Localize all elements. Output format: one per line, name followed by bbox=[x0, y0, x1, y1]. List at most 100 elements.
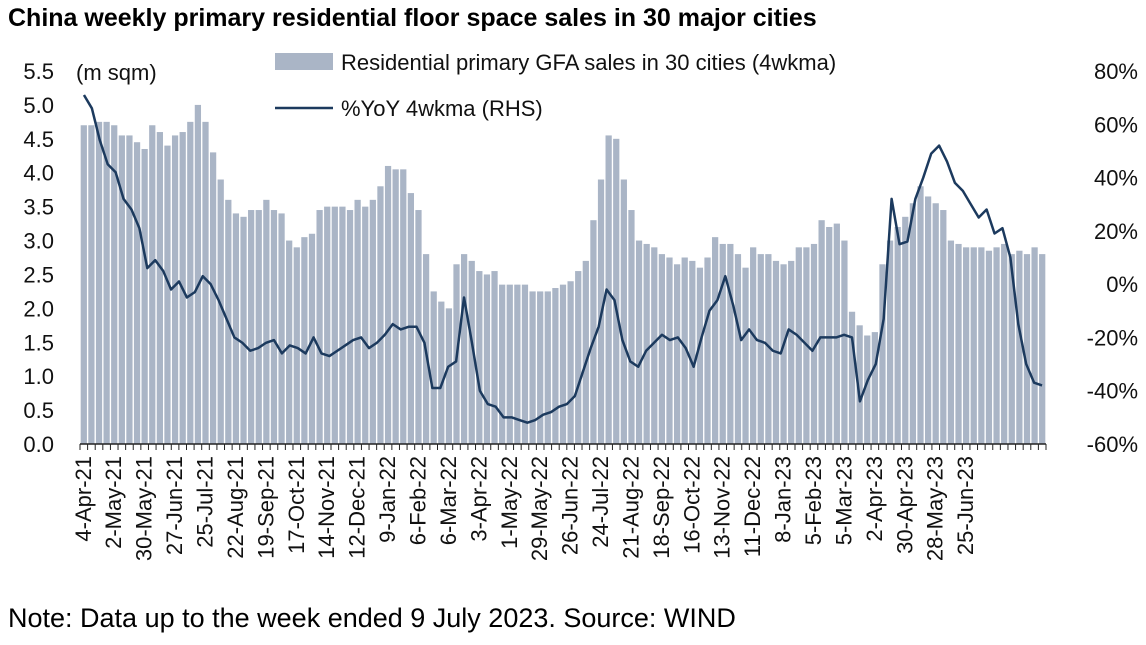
bar bbox=[248, 210, 255, 444]
y-tick-label: 2.5 bbox=[23, 263, 54, 288]
bar bbox=[339, 206, 346, 444]
bar bbox=[133, 142, 141, 444]
x-tick-label: 8-Jan-23 bbox=[771, 456, 796, 543]
x-tick-label: 1-May-22 bbox=[497, 456, 522, 549]
bar bbox=[841, 240, 848, 444]
y2-tick-label: 0% bbox=[1106, 272, 1138, 297]
bar bbox=[331, 206, 338, 444]
y2-tick-label: 80% bbox=[1094, 59, 1138, 84]
bar bbox=[270, 210, 278, 444]
bar bbox=[818, 220, 825, 444]
x-tick-label: 17-Oct-21 bbox=[284, 456, 309, 554]
bar bbox=[118, 135, 125, 444]
bar bbox=[149, 125, 156, 444]
y2-tick-label: 60% bbox=[1094, 112, 1138, 137]
y-tick-label: 1.0 bbox=[23, 364, 54, 389]
x-tick-label: 14-Nov-21 bbox=[314, 456, 339, 559]
bar bbox=[324, 206, 331, 444]
y-tick-label: 5.0 bbox=[23, 93, 54, 118]
bar bbox=[1008, 254, 1015, 444]
bar bbox=[826, 226, 833, 444]
x-tick-label: 24-Jul-22 bbox=[588, 456, 613, 548]
x-tick-label: 6-Mar-22 bbox=[436, 456, 461, 545]
bar bbox=[605, 135, 612, 444]
bar bbox=[955, 243, 962, 444]
bar bbox=[582, 260, 589, 444]
bar bbox=[719, 243, 726, 444]
bar bbox=[126, 135, 133, 444]
x-tick-label: 25-Jun-23 bbox=[953, 456, 978, 555]
bar bbox=[263, 199, 270, 444]
bar bbox=[902, 216, 909, 444]
bar bbox=[103, 121, 110, 445]
bar bbox=[202, 121, 209, 445]
y-tick-label: 5.5 bbox=[23, 59, 54, 84]
bar bbox=[993, 247, 1000, 444]
bar bbox=[734, 254, 742, 444]
x-tick-label: 4-Apr-21 bbox=[71, 456, 96, 542]
bar bbox=[544, 291, 551, 444]
bar bbox=[316, 210, 323, 444]
bar bbox=[1031, 247, 1038, 444]
bar bbox=[80, 125, 87, 444]
x-tick-label: 26-Jun-22 bbox=[558, 456, 583, 555]
bar bbox=[788, 260, 795, 444]
bar bbox=[483, 274, 491, 444]
y-tick-label: 4.0 bbox=[23, 161, 54, 186]
bar bbox=[286, 240, 293, 444]
x-tick-label: 22-Aug-21 bbox=[223, 456, 248, 559]
bar bbox=[963, 247, 970, 444]
bar bbox=[232, 213, 240, 444]
bar bbox=[506, 284, 513, 444]
bar bbox=[476, 271, 483, 444]
bar bbox=[514, 284, 521, 444]
bar bbox=[400, 169, 407, 444]
bar bbox=[628, 210, 635, 444]
bar bbox=[635, 240, 643, 444]
bar bbox=[430, 291, 437, 444]
y-tick-label: 4.5 bbox=[23, 127, 54, 152]
bar bbox=[529, 291, 536, 444]
bar bbox=[970, 247, 977, 444]
y-tick-label: 3.0 bbox=[23, 229, 54, 254]
y-axis-left: 0.0 0.5 1.0 1.5 2.0 2.5 3.0 3.5 4.0 4.5 5.0 5.5 bbox=[23, 59, 54, 457]
y-tick-label: 1.5 bbox=[23, 330, 54, 355]
bar bbox=[567, 281, 574, 444]
x-tick-label: 2-May-21 bbox=[101, 456, 126, 549]
legend-label-line: %YoY 4wkma (RHS) bbox=[341, 96, 543, 121]
x-tick-label: 29-May-22 bbox=[527, 456, 552, 561]
bar bbox=[932, 203, 939, 444]
chart-canvas: 4-Apr-21 2-May-21 30-May-21 27-Jun-21 25-Jul… bbox=[23, 50, 1138, 561]
x-tick-label: 30-May-21 bbox=[132, 456, 157, 561]
bar bbox=[757, 254, 764, 444]
bar bbox=[924, 196, 932, 444]
bar bbox=[95, 121, 103, 445]
bar bbox=[917, 186, 924, 445]
bar bbox=[187, 121, 194, 445]
bar bbox=[278, 213, 285, 444]
y2-tick-label: 40% bbox=[1094, 166, 1138, 191]
bar bbox=[750, 247, 757, 444]
bar bbox=[985, 250, 993, 444]
bar bbox=[407, 193, 414, 444]
bar bbox=[362, 206, 369, 444]
bar bbox=[848, 311, 856, 444]
bar bbox=[810, 243, 818, 444]
chart-title: China weekly primary residential floor s… bbox=[8, 4, 817, 32]
bar bbox=[217, 179, 224, 444]
x-tick-label: 2-Apr-23 bbox=[862, 456, 887, 542]
bar bbox=[765, 254, 772, 444]
bar bbox=[194, 104, 202, 444]
x-tick-label: 25-Jul-21 bbox=[193, 456, 218, 548]
x-tick-label: 30-Apr-23 bbox=[892, 456, 917, 554]
bar bbox=[643, 243, 650, 444]
x-tick-label: 16-Oct-22 bbox=[679, 456, 704, 554]
bar bbox=[499, 284, 506, 444]
y-tick-label: 0.0 bbox=[23, 432, 54, 457]
bar bbox=[1039, 254, 1046, 444]
x-tick-label: 28-May-23 bbox=[923, 456, 948, 561]
bar bbox=[712, 237, 719, 444]
x-axis: 4-Apr-21 2-May-21 30-May-21 27-Jun-21 25-Jul… bbox=[71, 444, 1047, 561]
bar bbox=[894, 226, 901, 444]
bar bbox=[696, 267, 704, 444]
